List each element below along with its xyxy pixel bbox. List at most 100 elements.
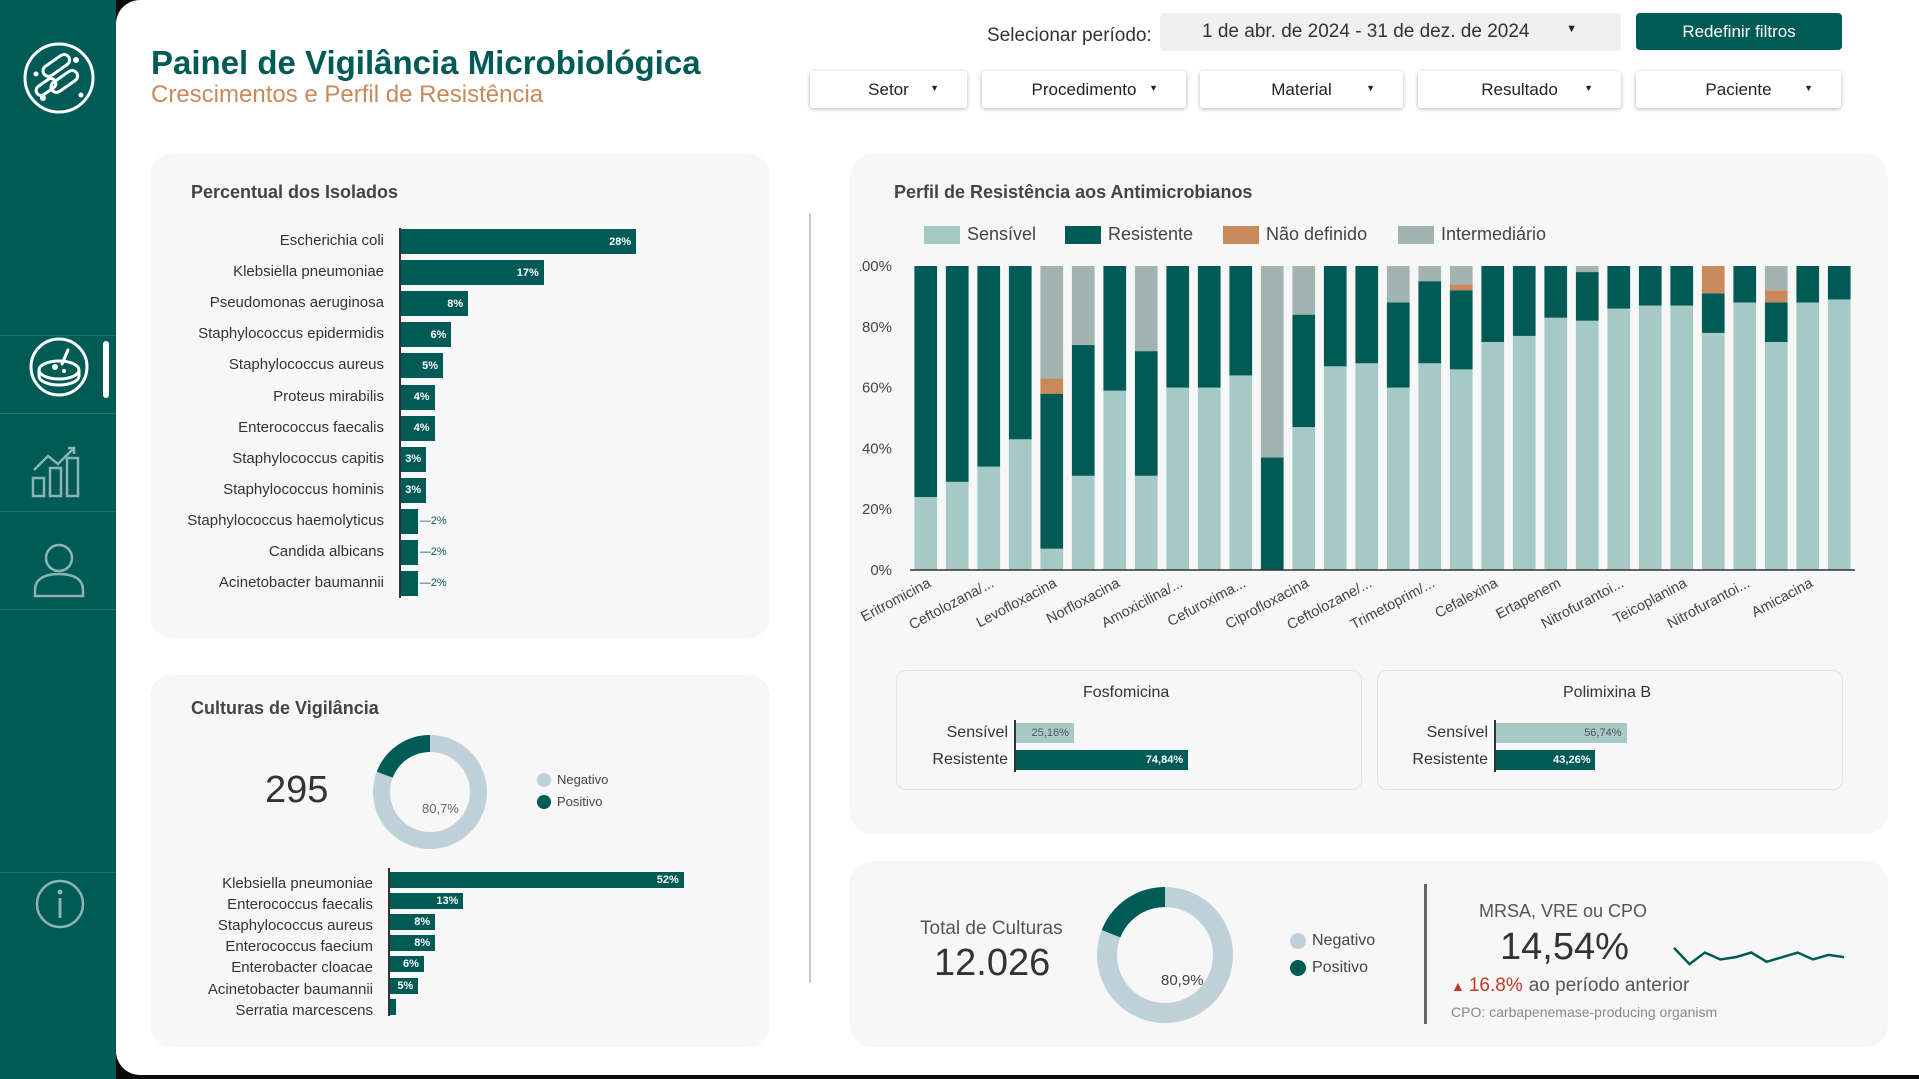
bar-segment-1	[1449, 290, 1473, 370]
filter-paciente[interactable]: Paciente ▼	[1636, 71, 1841, 108]
surveillance-axis	[388, 868, 390, 1016]
caret-down-icon: ▼	[1566, 23, 1577, 35]
bar[interactable]: 4%	[401, 384, 435, 410]
period-value: 1 de abr. de 2024 - 31 de dez. de 2024	[1202, 21, 1530, 42]
period-dropdown[interactable]: 1 de abr. de 2024 - 31 de dez. de 2024 ▼	[1160, 13, 1621, 51]
bar[interactable]: 4%	[401, 415, 435, 441]
bar-label: Resistente	[932, 751, 1008, 768]
bar-segment-1	[977, 266, 1001, 467]
mdro-change-value: 16.8%	[1468, 975, 1523, 996]
bar-segment-1	[1323, 266, 1347, 367]
y-tick-label: 20%	[862, 501, 892, 518]
bar-segment-1	[1733, 266, 1757, 303]
bar-value-label: —2%	[419, 546, 447, 558]
bar-segment-1	[1071, 345, 1095, 476]
legend-sensitive: Sensível	[924, 224, 1036, 245]
bar[interactable]: 25,16%	[1016, 723, 1074, 743]
bar[interactable]: 3%	[401, 446, 427, 472]
bar-value-label: 4%	[413, 422, 430, 435]
period-label: Selecionar período:	[987, 25, 1152, 46]
sparkline-line	[1673, 947, 1845, 966]
surveillance-legend-positive: Positivo	[537, 794, 603, 809]
bar-label: Enterococcus faecalis	[227, 896, 373, 914]
bar-value-label: 25,16%	[1031, 727, 1069, 739]
bar-segment-1	[1040, 393, 1064, 549]
bar[interactable]: 52%	[390, 872, 684, 888]
user-icon[interactable]	[28, 538, 90, 600]
bar-segment-0	[1418, 363, 1442, 570]
bar[interactable]: 6%	[390, 956, 424, 973]
bar-label: Serratia marcescens	[235, 1001, 373, 1019]
surveillance-total: 295	[265, 769, 329, 811]
bar-value-label: 43,26%	[1553, 754, 1591, 766]
bar[interactable]: 28%	[401, 229, 637, 254]
legend-resistant: Resistente	[1065, 224, 1193, 245]
bar-chart-icon[interactable]	[28, 440, 90, 502]
bar[interactable]	[390, 998, 396, 1015]
bar-label: Sensível	[1426, 724, 1488, 741]
bar-segment-1	[1575, 272, 1599, 321]
petri-dish-icon[interactable]	[28, 336, 90, 398]
x-tick-label: Cefalexina	[1433, 575, 1502, 622]
mdro-sparkline	[1670, 934, 1848, 983]
filter-procedimento[interactable]: Procedimento ▼	[982, 71, 1186, 108]
bar[interactable]: 8%	[390, 914, 436, 931]
reset-filters-button[interactable]: Redefinir filtros	[1636, 13, 1842, 50]
bacteria-logo-icon[interactable]	[21, 40, 97, 116]
bar-segment-1	[1544, 266, 1568, 318]
bar-value-label: —2%	[419, 514, 447, 527]
bar-segment-0	[1764, 342, 1788, 570]
bar[interactable]: 74,84%	[1016, 750, 1189, 770]
y-tick-label: 40%	[862, 440, 892, 457]
bar-segment-1	[1638, 266, 1662, 306]
bar[interactable]: 43,26%	[1496, 750, 1596, 770]
bar-label: Pseudomonas aeruginosa	[209, 294, 384, 312]
bar-segment-0	[945, 481, 969, 570]
bar-segment-0	[1607, 308, 1631, 570]
bar-value-label: 17%	[516, 266, 539, 279]
bar-label: Staphylococcus capitis	[232, 449, 384, 467]
bar[interactable]: 5%	[390, 977, 419, 994]
bar[interactable]: 17%	[401, 260, 544, 286]
donut-slice-positive	[1097, 887, 1233, 1023]
bar-segment-0	[1796, 302, 1820, 570]
bar-label: Candida albicans	[268, 543, 384, 560]
bar-segment-0	[914, 497, 938, 570]
bar-segment-0	[1733, 302, 1757, 570]
filter-resultado[interactable]: Resultado ▼	[1418, 71, 1621, 108]
caret-down-icon: ▼	[1149, 83, 1158, 93]
bar[interactable]	[401, 571, 418, 597]
bar-segment-0	[1670, 305, 1694, 570]
y-tick-label: 60%	[862, 380, 892, 397]
bar-label: Staphylococcus aureus	[228, 356, 384, 374]
page-title: Painel de Vigilância Microbiológica	[151, 44, 701, 81]
bar-segment-1	[1355, 266, 1379, 364]
bar-segment-0	[1481, 342, 1505, 570]
filter-setor[interactable]: Setor ▼	[810, 71, 967, 108]
bar-segment-0	[1386, 387, 1410, 570]
bar-label: Proteus mirabilis	[273, 387, 384, 405]
info-icon[interactable]	[34, 878, 86, 930]
bar-value-label: 6%	[430, 328, 447, 341]
filter-material[interactable]: Material ▼	[1200, 71, 1403, 108]
bar[interactable]: 5%	[401, 353, 443, 379]
bar-segment-3	[1418, 266, 1442, 282]
bar[interactable]: 3%	[401, 477, 427, 503]
bar-segment-2	[1701, 266, 1725, 294]
bar[interactable]: 8%	[401, 291, 469, 317]
bar[interactable]: 8%	[390, 935, 436, 952]
bar-label: Sensível	[946, 724, 1008, 741]
bar[interactable]: 6%	[401, 322, 452, 348]
totals-legend-negative: Negativo	[1290, 932, 1375, 950]
bar[interactable]	[401, 508, 418, 534]
bar[interactable]: 56,74%	[1496, 723, 1627, 743]
bar-segment-0	[1449, 369, 1473, 570]
bar-segment-0	[1827, 299, 1851, 570]
bar[interactable]: 13%	[390, 893, 464, 910]
bar-segment-3	[1386, 266, 1410, 303]
resistance-chart: 0%20%40%60%80%100%EritromicinaCeftolozan…	[854, 250, 1870, 645]
bar-segment-3	[1292, 266, 1316, 315]
bar-value-label: 4%	[413, 391, 430, 403]
bar[interactable]	[401, 540, 418, 565]
bar-value-label: 13%	[436, 895, 459, 908]
